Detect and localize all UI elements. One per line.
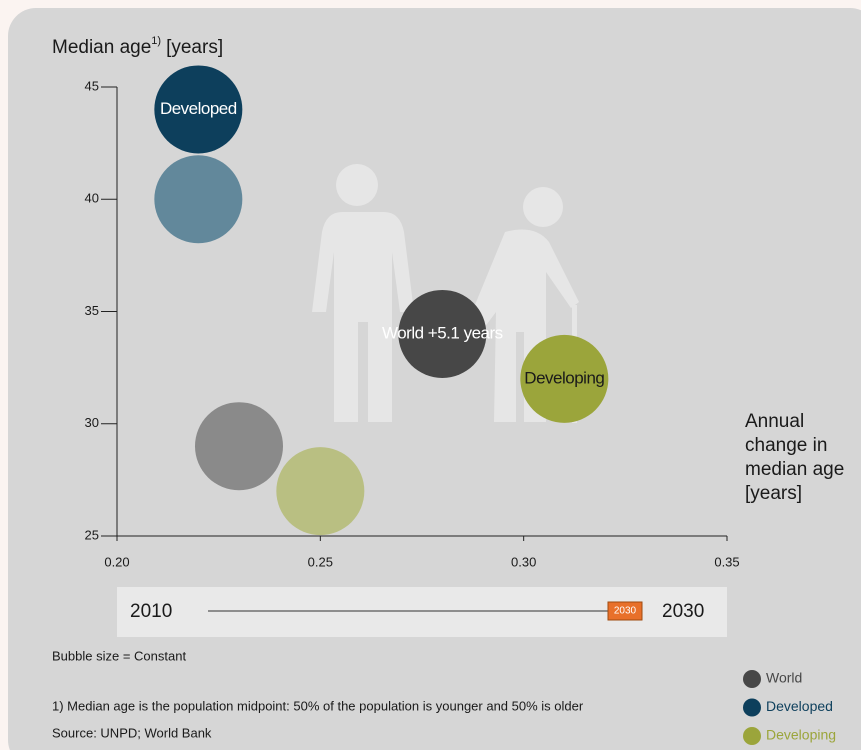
bubble — [195, 402, 283, 490]
slider-end: 2030 — [662, 601, 704, 622]
legend-label: Developing — [766, 727, 836, 743]
legend-marker — [743, 670, 761, 688]
legend-label: Developed — [766, 698, 833, 714]
chart: Median age1) [years] 2010 2030 2030 Bubbl… — [0, 0, 861, 750]
y-tick-label: 25 — [85, 527, 99, 542]
x-tick-label: 0.20 — [104, 554, 129, 569]
note: Source: UNPD; World Bank — [52, 725, 212, 740]
bubble-label: Developed — [160, 99, 237, 118]
slider-start: 2010 — [130, 601, 172, 622]
legend-label: World — [766, 670, 802, 686]
y-tick-label: 45 — [85, 78, 99, 93]
bubble — [154, 155, 242, 243]
x-tick-label: 0.25 — [308, 554, 333, 569]
note: Bubble size = Constant — [52, 648, 186, 663]
y-axis-title-text: Median age — [52, 37, 151, 58]
bubble-label: Developing — [524, 368, 604, 387]
slider-current: 2030 — [614, 606, 637, 617]
note: 1) Median age is the population midpoint… — [52, 698, 584, 713]
y-tick-label: 35 — [85, 303, 99, 318]
x-tick-label: 0.35 — [714, 554, 739, 569]
panel — [8, 8, 861, 750]
legend-marker — [743, 727, 761, 745]
y-tick-label: 40 — [85, 191, 99, 206]
y-axis-title-unit: [years] — [166, 37, 223, 58]
x-axis-title: Annual change in median age [years] — [745, 410, 857, 506]
bubble-label: World +5.1 years — [382, 323, 503, 342]
legend-marker — [743, 699, 761, 717]
bubble — [276, 447, 364, 535]
x-tick-label: 0.30 — [511, 554, 536, 569]
y-axis-title: Median age1) [years] — [52, 35, 223, 58]
y-axis-title-note: 1) — [151, 35, 161, 47]
page: Median age1) [years] 2010 2030 2030 Bubbl… — [0, 0, 861, 750]
y-tick-label: 30 — [85, 415, 99, 430]
